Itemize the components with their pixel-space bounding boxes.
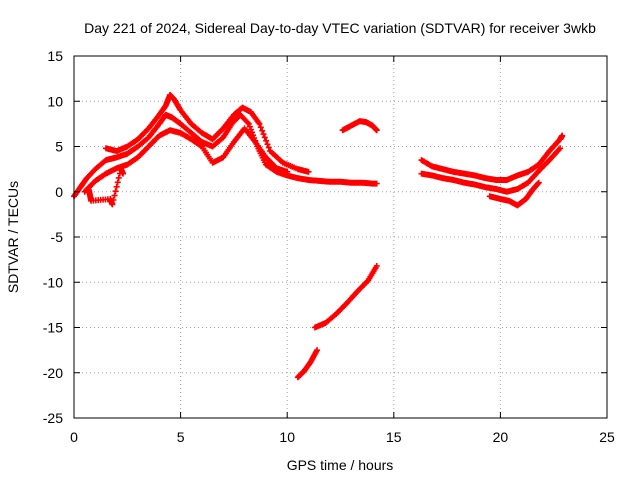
data-point-markers: [102, 91, 312, 175]
data-points: [71, 91, 566, 381]
y-tick-label: 0: [55, 184, 63, 200]
data-series-arc-descending-late: [311, 262, 380, 331]
data-point-markers: [486, 179, 542, 209]
x-tick-label: 25: [599, 429, 615, 445]
data-series-arc-evening-dip: [486, 179, 542, 209]
y-tick-label: 10: [47, 93, 63, 109]
data-point-markers: [81, 125, 291, 195]
plot-border: [73, 55, 608, 419]
y-axis-label: SDTVAR / TECUs: [5, 181, 21, 293]
data-series-arc-short-13h: [339, 118, 380, 134]
data-point-markers: [294, 347, 321, 381]
data-series-arc-evening-lower: [418, 145, 564, 195]
x-tick-label: 5: [177, 429, 185, 445]
x-tick-label: 0: [70, 429, 78, 445]
data-point-markers: [418, 145, 564, 195]
data-point-markers: [418, 132, 566, 183]
data-series-arc-descending-early: [294, 347, 321, 381]
y-tick-label: -15: [43, 320, 63, 336]
y-tick-label: -10: [43, 274, 63, 290]
y-tick-label: -5: [51, 229, 64, 245]
grid: [74, 56, 607, 418]
x-axis-label: GPS time / hours: [287, 457, 394, 473]
axis-ticks: 0 5 10 15 20 25 -25 -20 -15 -10 -5 0 5 10 15: [43, 48, 615, 445]
y-tick-label: -25: [43, 410, 63, 426]
data-point-markers: [339, 118, 380, 134]
data-point-markers: [85, 166, 127, 208]
y-tick-label: 15: [47, 48, 63, 64]
data-series-arc-evening-upper: [418, 132, 566, 183]
data-series-arc-main-upper: [102, 91, 312, 175]
x-tick-label: 15: [386, 429, 402, 445]
data-series-arc-dips: [85, 166, 127, 208]
y-tick-label: 5: [55, 139, 63, 155]
data-point-markers: [311, 262, 380, 331]
chart-title: Day 221 of 2024, Sidereal Day-to-day VTE…: [84, 20, 596, 36]
x-tick-label: 10: [279, 429, 295, 445]
y-tick-label: -20: [43, 365, 63, 381]
x-tick-label: 20: [493, 429, 509, 445]
data-series-arc-main-lower: [81, 125, 291, 195]
